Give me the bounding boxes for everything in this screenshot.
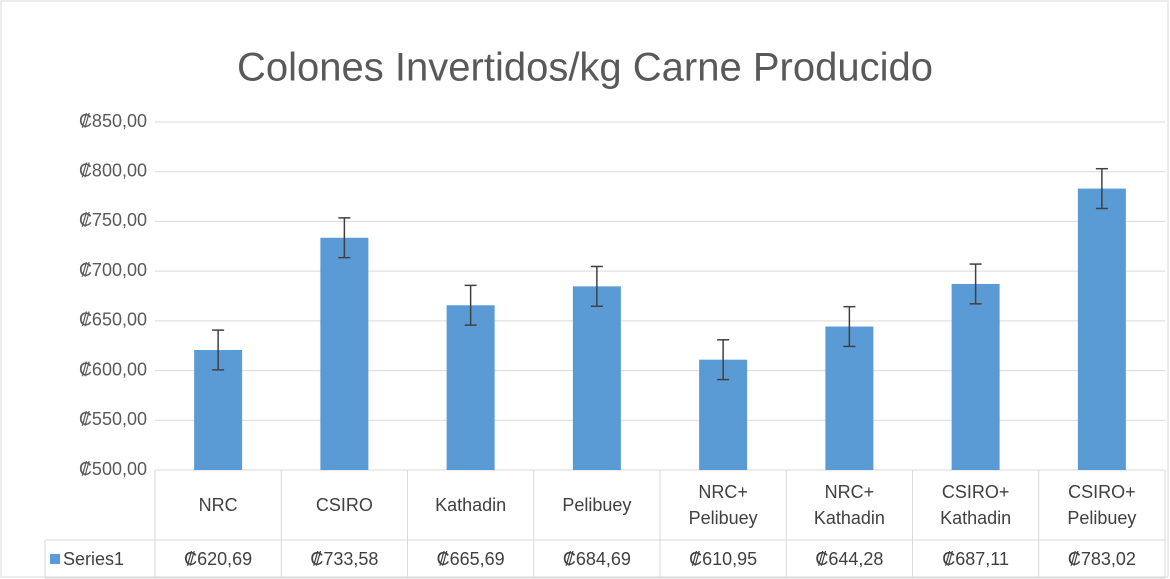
- bar: [825, 326, 874, 470]
- bar: [320, 237, 369, 470]
- x-tick-label: NRC+ Kathadin: [813, 482, 885, 528]
- table-value: ₡620,69: [184, 549, 253, 569]
- y-tick-label: ₡500,00: [79, 459, 147, 479]
- x-tick-label: CSIRO+ Kathadin: [940, 482, 1012, 528]
- error-bar: [843, 305, 856, 348]
- bar: [446, 305, 495, 470]
- table-value: ₡644,28: [815, 549, 884, 569]
- error-bar: [717, 339, 730, 381]
- bar: [1077, 188, 1126, 470]
- y-tick-label: ₡800,00: [79, 160, 147, 180]
- y-tick-label: ₡850,00: [79, 111, 147, 131]
- table-value: ₡684,69: [562, 549, 631, 569]
- y-tick-label: ₡750,00: [79, 210, 147, 230]
- chart-title: Colones Invertidos/kg Carne Producido: [237, 46, 933, 90]
- error-bar: [212, 329, 225, 371]
- y-tick-label: ₡700,00: [79, 260, 147, 280]
- table-value: ₡665,69: [436, 549, 505, 569]
- error-bar: [338, 217, 351, 259]
- table-value: ₡783,02: [1067, 549, 1136, 569]
- table-value: ₡687,11: [942, 549, 1009, 569]
- bar: [572, 286, 621, 470]
- x-tick-label: CSIRO+ Pelibuey: [1067, 482, 1137, 528]
- legend-swatch: [50, 554, 60, 564]
- error-bar: [969, 263, 982, 305]
- table-value: ₡733,58: [310, 549, 379, 569]
- x-tick-label: Kathadin: [435, 495, 507, 515]
- x-tick-label: Pelibuey: [562, 495, 632, 515]
- table-value: ₡610,95: [689, 549, 758, 569]
- x-tick-label: NRC: [198, 495, 238, 515]
- x-tick-label: CSIRO: [315, 495, 373, 515]
- error-bar: [464, 284, 477, 326]
- y-tick-label: ₡600,00: [79, 359, 147, 379]
- x-tick-label: NRC+ Pelibuey: [688, 482, 758, 528]
- y-tick-label: ₡550,00: [79, 409, 147, 429]
- y-tick-label: ₡650,00: [79, 310, 147, 330]
- error-bar: [1095, 167, 1108, 210]
- legend-label: Series1: [63, 549, 125, 569]
- error-bar: [590, 265, 603, 308]
- bar: [951, 283, 1000, 470]
